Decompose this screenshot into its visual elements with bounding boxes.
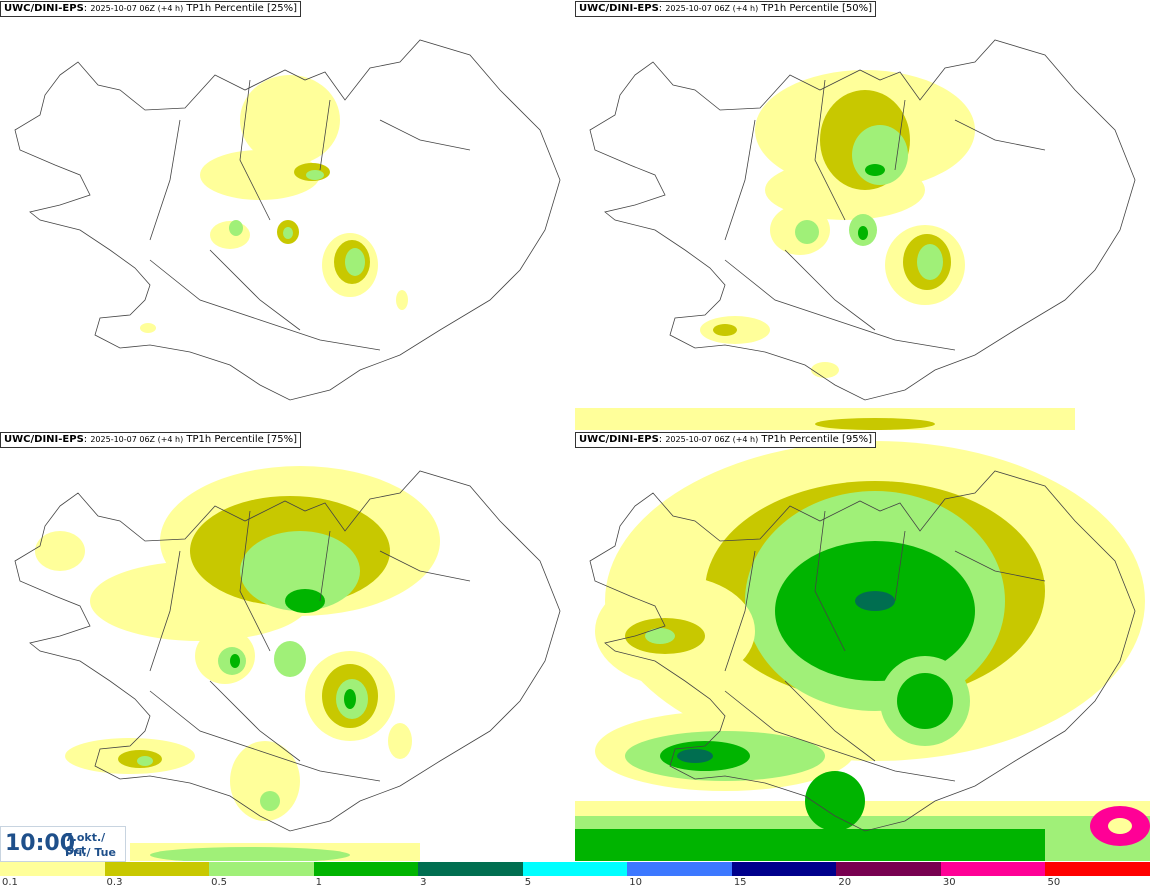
colorbar-tick-label: 10 <box>629 877 642 888</box>
colorbar-segment <box>940 862 1046 876</box>
colorbar-tick-label: 50 <box>1047 877 1061 888</box>
iceland-coastline <box>589 39 1136 401</box>
colorbar-segment <box>731 862 837 876</box>
iceland-coastline <box>589 470 1136 832</box>
valid-time: 10:00 <box>5 831 76 856</box>
colorbar-tick-label: 0.5 <box>211 877 227 888</box>
precip-field <box>35 466 440 861</box>
model-name: UWC/DINI-EPS <box>4 3 84 14</box>
run-time: 2025-10-07 06Z (+4 h) <box>90 4 184 13</box>
colorbar-legend <box>0 862 1150 876</box>
run-time: 2025-10-07 06Z (+4 h) <box>665 435 759 444</box>
colorbar-segment <box>627 862 732 876</box>
colorbar-labels: 0.1 0.3 0.5 1 3 5 10 15 20 30 50 <box>0 877 1150 891</box>
colorbar-segment <box>0 862 105 876</box>
colorbar-tick-label: 20 <box>838 877 852 888</box>
field-name: TP1h Percentile [75%] <box>186 434 297 445</box>
valid-time-box: 10:00 7.okt./ Oct Þri./ Tue <box>0 826 126 862</box>
panel-title: UWC/DINI-EPS: 2025-10-07 06Z (+4 h) TP1h… <box>575 1 876 17</box>
map-panel-p50: UWC/DINI-EPS: 2025-10-07 06Z (+4 h) TP1h… <box>575 0 1150 430</box>
map-panel-p25: UWC/DINI-EPS: 2025-10-07 06Z (+4 h) TP1h… <box>0 0 575 430</box>
field-name: TP1h Percentile [50%] <box>761 3 872 14</box>
model-name: UWC/DINI-EPS <box>4 434 84 445</box>
field-name: TP1h Percentile [95%] <box>761 434 872 445</box>
colorbar-segment <box>418 862 523 876</box>
colorbar-segment <box>104 862 210 876</box>
colorbar-tick-label: 1 <box>315 877 322 888</box>
valid-weekday: Þri./ Tue <box>65 846 116 859</box>
colorbar-segment <box>313 862 419 876</box>
precip-field <box>575 70 1075 430</box>
precip-map-p50 <box>575 39 1136 430</box>
colorbar-tick-label: 5 <box>524 877 532 888</box>
colorbar-segment <box>1045 862 1150 876</box>
run-time: 2025-10-07 06Z (+4 h) <box>665 4 759 13</box>
precip-field <box>575 441 1150 861</box>
precip-field <box>140 75 408 333</box>
colorbar-tick-label: 30 <box>942 877 956 888</box>
panel-title: UWC/DINI-EPS: 2025-10-07 06Z (+4 h) TP1h… <box>0 1 301 17</box>
map-panel-p95: UWC/DINI-EPS: 2025-10-07 06Z (+4 h) TP1h… <box>575 431 1150 861</box>
colorbar-segment <box>836 862 941 876</box>
precip-map-p75 <box>14 466 561 861</box>
colorbar-tick-label: 3 <box>420 877 427 888</box>
map-panel-p75: UWC/DINI-EPS: 2025-10-07 06Z (+4 h) TP1h… <box>0 431 575 861</box>
colorbar-tick-label: 15 <box>733 877 747 888</box>
iceland-coastline <box>14 39 561 401</box>
precip-map-p95 <box>575 441 1150 861</box>
field-name: TP1h Percentile [25%] <box>186 3 297 14</box>
model-name: UWC/DINI-EPS <box>579 434 659 445</box>
colorbar-segment <box>209 862 314 876</box>
run-time: 2025-10-07 06Z (+4 h) <box>90 435 184 444</box>
panel-title: UWC/DINI-EPS: 2025-10-07 06Z (+4 h) TP1h… <box>575 432 876 448</box>
model-name: UWC/DINI-EPS <box>579 3 659 14</box>
valid-date: 7.okt./ Oct <box>65 831 106 857</box>
panel-title: UWC/DINI-EPS: 2025-10-07 06Z (+4 h) TP1h… <box>0 432 301 448</box>
colorbar-tick-label: 0.1 <box>2 877 18 888</box>
colorbar-tick-label: 0.3 <box>106 877 123 888</box>
colorbar-segment <box>522 862 628 876</box>
iceland-coastline <box>14 470 561 832</box>
precip-map-p25 <box>14 39 561 401</box>
